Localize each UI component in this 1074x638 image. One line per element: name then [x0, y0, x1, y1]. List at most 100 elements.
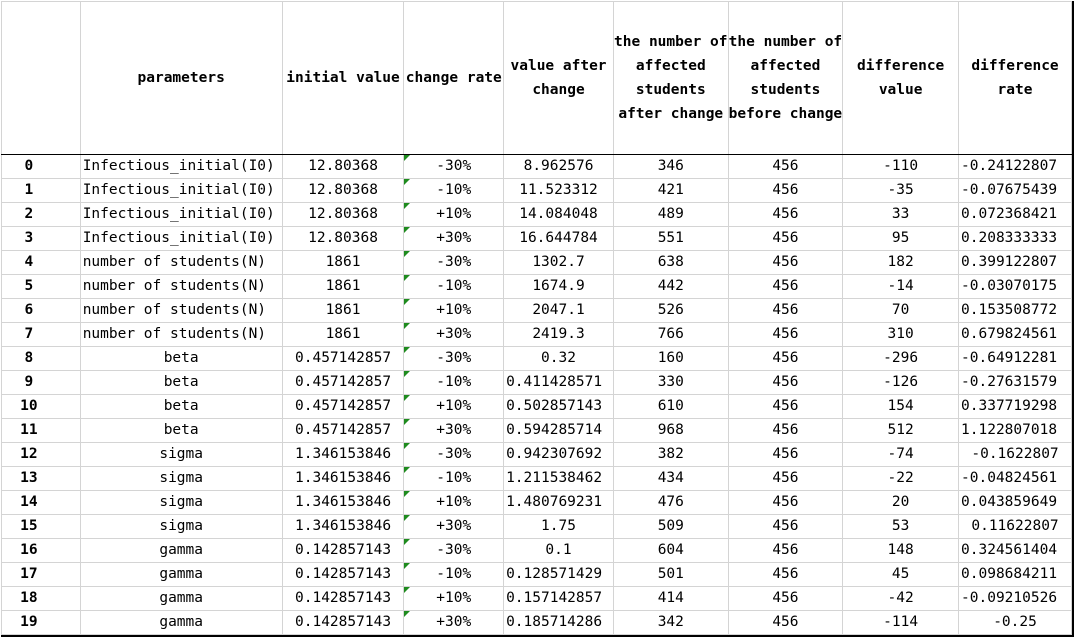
value-after-change-cell[interactable]: 8.962576 [503, 154, 614, 179]
initial-value-cell[interactable]: 1.346153846 [281, 490, 405, 515]
change-rate-cell[interactable]: +10% [403, 298, 505, 323]
affected-before-cell[interactable]: 456 [727, 178, 844, 203]
difference-value-cell[interactable]: -74 [842, 442, 960, 467]
row-index-cell[interactable]: 2 [1, 202, 81, 227]
difference-value-cell[interactable]: -35 [842, 178, 960, 203]
value-after-change-cell[interactable]: 1.480769231 [503, 490, 614, 515]
initial-value-cell[interactable]: 1.346153846 [281, 466, 405, 491]
change-rate-cell[interactable]: -30% [403, 442, 505, 467]
initial-value-cell[interactable]: 12.80368 [281, 202, 405, 227]
affected-before-cell[interactable]: 456 [727, 202, 844, 227]
change-rate-cell[interactable]: -10% [403, 178, 505, 203]
row-index-cell[interactable]: 5 [1, 274, 81, 299]
affected-after-cell[interactable]: 382 [612, 442, 729, 467]
affected-after-cell[interactable]: 489 [612, 202, 729, 227]
difference-value-cell[interactable]: 182 [842, 250, 960, 275]
difference-value-cell[interactable]: -110 [842, 154, 960, 179]
parameter-cell[interactable]: beta [79, 346, 283, 371]
affected-after-cell[interactable]: 526 [612, 298, 729, 323]
header-affected-before[interactable]: the number of affected students before c… [727, 1, 844, 155]
parameter-cell[interactable]: gamma [79, 610, 283, 635]
affected-after-cell[interactable]: 476 [612, 490, 729, 515]
initial-value-cell[interactable]: 1.346153846 [281, 514, 405, 539]
difference-rate-cell[interactable]: 0.043859649 [958, 490, 1072, 515]
difference-rate-cell[interactable]: -0.64912281 [958, 346, 1072, 371]
initial-value-cell[interactable]: 0.142857143 [281, 586, 405, 611]
affected-before-cell[interactable]: 456 [727, 226, 844, 251]
affected-after-cell[interactable]: 434 [612, 466, 729, 491]
difference-rate-cell[interactable]: -0.03070175 [958, 274, 1072, 299]
row-index-cell[interactable]: 9 [1, 370, 81, 395]
initial-value-cell[interactable]: 1861 [281, 274, 405, 299]
initial-value-cell[interactable]: 1861 [281, 250, 405, 275]
change-rate-cell[interactable]: +10% [403, 490, 505, 515]
row-index-cell[interactable]: 14 [1, 490, 81, 515]
change-rate-cell[interactable]: +10% [403, 394, 505, 419]
header-difference-value[interactable]: difference value [842, 1, 960, 155]
affected-after-cell[interactable]: 551 [612, 226, 729, 251]
initial-value-cell[interactable]: 0.457142857 [281, 418, 405, 443]
difference-rate-cell[interactable]: -0.09210526 [958, 586, 1072, 611]
difference-rate-cell[interactable]: 0.399122807 [958, 250, 1072, 275]
initial-value-cell[interactable]: 1861 [281, 322, 405, 347]
value-after-change-cell[interactable]: 0.411428571 [503, 370, 614, 395]
change-rate-cell[interactable]: -10% [403, 274, 505, 299]
row-index-cell[interactable]: 1 [1, 178, 81, 203]
difference-rate-cell[interactable]: -0.27631579 [958, 370, 1072, 395]
value-after-change-cell[interactable]: 2047.1 [503, 298, 614, 323]
parameter-cell[interactable]: gamma [79, 586, 283, 611]
header-value-after-change[interactable]: value after change [503, 1, 614, 155]
difference-rate-cell[interactable]: 0.324561404 [958, 538, 1072, 563]
affected-before-cell[interactable]: 456 [727, 586, 844, 611]
affected-after-cell[interactable]: 160 [612, 346, 729, 371]
change-rate-cell[interactable]: -10% [403, 370, 505, 395]
value-after-change-cell[interactable]: 0.1 [503, 538, 614, 563]
difference-rate-cell[interactable]: 0.072368421 [958, 202, 1072, 227]
affected-after-cell[interactable]: 414 [612, 586, 729, 611]
parameter-cell[interactable]: sigma [79, 514, 283, 539]
row-index-cell[interactable]: 19 [1, 610, 81, 635]
affected-after-cell[interactable]: 610 [612, 394, 729, 419]
value-after-change-cell[interactable]: 0.594285714 [503, 418, 614, 443]
initial-value-cell[interactable]: 0.457142857 [281, 394, 405, 419]
affected-before-cell[interactable]: 456 [727, 394, 844, 419]
affected-before-cell[interactable]: 456 [727, 154, 844, 179]
affected-before-cell[interactable]: 456 [727, 274, 844, 299]
value-after-change-cell[interactable]: 11.523312 [503, 178, 614, 203]
initial-value-cell[interactable]: 1861 [281, 298, 405, 323]
header-parameters[interactable]: parameters [79, 1, 283, 155]
change-rate-cell[interactable]: +10% [403, 202, 505, 227]
row-index-cell[interactable]: 18 [1, 586, 81, 611]
affected-after-cell[interactable]: 501 [612, 562, 729, 587]
change-rate-cell[interactable]: -10% [403, 562, 505, 587]
row-index-cell[interactable]: 8 [1, 346, 81, 371]
change-rate-cell[interactable]: +10% [403, 586, 505, 611]
difference-rate-cell[interactable]: 0.337719298 [958, 394, 1072, 419]
value-after-change-cell[interactable]: 0.502857143 [503, 394, 614, 419]
change-rate-cell[interactable]: -10% [403, 466, 505, 491]
value-after-change-cell[interactable]: 0.157142857 [503, 586, 614, 611]
affected-before-cell[interactable]: 456 [727, 562, 844, 587]
value-after-change-cell[interactable]: 1674.9 [503, 274, 614, 299]
difference-value-cell[interactable]: -14 [842, 274, 960, 299]
header-affected-after[interactable]: the number of affected students after ch… [612, 1, 729, 155]
header-change-rate[interactable]: change rate [403, 1, 505, 155]
difference-value-cell[interactable]: 310 [842, 322, 960, 347]
row-index-cell[interactable]: 13 [1, 466, 81, 491]
parameter-cell[interactable]: sigma [79, 490, 283, 515]
difference-value-cell[interactable]: 512 [842, 418, 960, 443]
parameter-cell[interactable]: number of students(N) [79, 274, 283, 299]
initial-value-cell[interactable]: 1.346153846 [281, 442, 405, 467]
row-index-cell[interactable]: 6 [1, 298, 81, 323]
parameter-cell[interactable]: number of students(N) [79, 322, 283, 347]
affected-before-cell[interactable]: 456 [727, 322, 844, 347]
affected-before-cell[interactable]: 456 [727, 538, 844, 563]
affected-before-cell[interactable]: 456 [727, 250, 844, 275]
difference-value-cell[interactable]: -126 [842, 370, 960, 395]
difference-value-cell[interactable]: 70 [842, 298, 960, 323]
difference-rate-cell[interactable]: 1.122807018 [958, 418, 1072, 443]
parameter-cell[interactable]: sigma [79, 466, 283, 491]
difference-rate-cell[interactable]: -0.25 [958, 610, 1072, 635]
value-after-change-cell[interactable]: 16.644784 [503, 226, 614, 251]
row-index-cell[interactable]: 16 [1, 538, 81, 563]
